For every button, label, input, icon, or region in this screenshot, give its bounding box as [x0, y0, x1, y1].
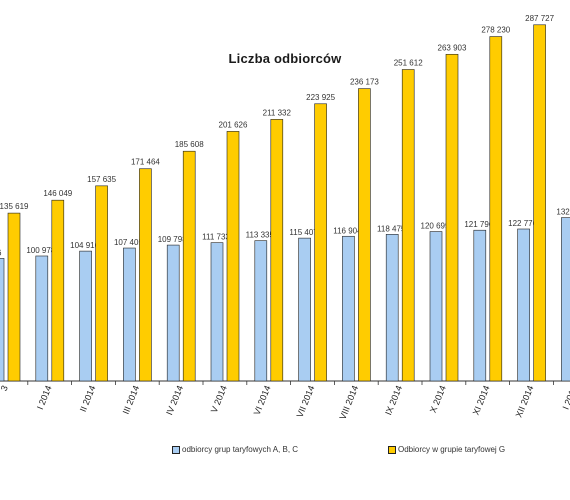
x-tick-label: IV 2014 — [164, 384, 185, 417]
bar-abc — [0, 258, 5, 382]
data-label-g: 223 925 — [306, 93, 335, 102]
x-tick-label: VI 2014 — [252, 384, 273, 417]
bar-abc — [210, 242, 224, 382]
x-tick-label: 3 — [0, 384, 10, 392]
data-label-abc: 122 776 — [508, 219, 537, 228]
bar-g — [139, 168, 152, 382]
data-label-g: 146 049 — [43, 189, 72, 198]
bar-abc — [166, 244, 180, 382]
bar-g — [401, 69, 415, 382]
data-label-g: 236 173 — [350, 78, 379, 87]
data-label-g: 201 626 — [219, 120, 248, 129]
x-tick-label: V 2014 — [209, 384, 229, 414]
data-label-abc: 116 904 — [333, 226, 362, 235]
data-label-abc: 26 — [0, 248, 2, 257]
data-label-abc: 109 798 — [158, 235, 187, 244]
data-label-abc: 118 475 — [377, 224, 406, 233]
bar-g — [358, 88, 371, 382]
data-label-g: 157 635 — [87, 175, 116, 184]
bar-abc — [517, 228, 530, 382]
bar-g — [445, 53, 459, 382]
legend-swatch-abc — [172, 445, 180, 454]
data-label-abc: 100 978 — [26, 246, 55, 255]
bar-g — [7, 212, 21, 382]
x-tick-label: VII 2014 — [295, 384, 317, 419]
bar-abc — [561, 217, 570, 382]
x-tick-label: IX 2014 — [383, 384, 404, 417]
data-label-abc: 104 916 — [70, 241, 99, 250]
bar-g — [489, 36, 503, 382]
legend-label-g: Odbiorcy w grupie taryfowej G — [398, 445, 506, 454]
data-label-g: 135 619 — [0, 202, 29, 211]
bar-g — [182, 150, 196, 382]
legend: odbiorcy grup taryfowych A, B, C Odbiorc… — [0, 445, 570, 461]
bar-g — [533, 24, 546, 382]
x-tick-label: I 2014 — [35, 384, 54, 411]
bar-g — [51, 199, 65, 382]
legend-label-abc: odbiorcy grup taryfowych A, B, C — [182, 445, 299, 454]
bar-abc — [79, 250, 92, 382]
legend-item-g: Odbiorcy w grupie taryfowej G — [388, 445, 505, 454]
bar-g — [270, 119, 284, 382]
data-label-g: 171 464 — [131, 158, 160, 167]
x-tick-label: XII 2014 — [514, 384, 536, 419]
bar-abc — [342, 235, 355, 382]
bar-abc — [385, 234, 399, 382]
chart-title: Liczba odbiorców — [228, 51, 342, 66]
data-label-g: 278 230 — [481, 26, 510, 35]
data-label-abc: 120 699 — [421, 222, 450, 231]
bar-g — [226, 131, 240, 382]
bar-abc — [35, 255, 49, 382]
data-label-g: 251 612 — [394, 59, 423, 68]
bar-abc — [473, 229, 487, 382]
bar-abc — [429, 231, 443, 382]
data-label-abc: 132 0 — [556, 208, 570, 217]
legend-item-abc: odbiorcy grup taryfowych A, B, C — [172, 445, 298, 454]
data-label-abc: 107 405 — [114, 238, 143, 247]
data-label-abc: 113 335 — [246, 231, 275, 240]
bar-abc — [123, 247, 136, 382]
bar-abc — [298, 237, 311, 382]
x-tick-label: III 2014 — [121, 384, 142, 416]
data-label-g: 211 332 — [263, 108, 292, 117]
x-tick-label: X 2014 — [428, 384, 448, 414]
bar-g — [314, 103, 327, 382]
legend-swatch-g — [388, 445, 396, 454]
x-tick-label: I 2015 — [561, 384, 570, 411]
data-label-g: 263 903 — [438, 43, 467, 52]
x-tick-label: VIII 2014 — [337, 384, 360, 421]
data-label-abc: 111 733 — [202, 233, 230, 242]
x-tick-label: II 2014 — [78, 384, 98, 413]
data-label-abc: 115 407 — [289, 228, 318, 237]
data-label-g: 185 608 — [175, 140, 204, 149]
bar-g — [95, 185, 108, 382]
data-label-g: 287 727 — [525, 14, 554, 23]
data-label-abc: 121 796 — [464, 220, 493, 229]
x-tick-label: XI 2014 — [471, 384, 492, 417]
bar-abc — [254, 240, 268, 382]
